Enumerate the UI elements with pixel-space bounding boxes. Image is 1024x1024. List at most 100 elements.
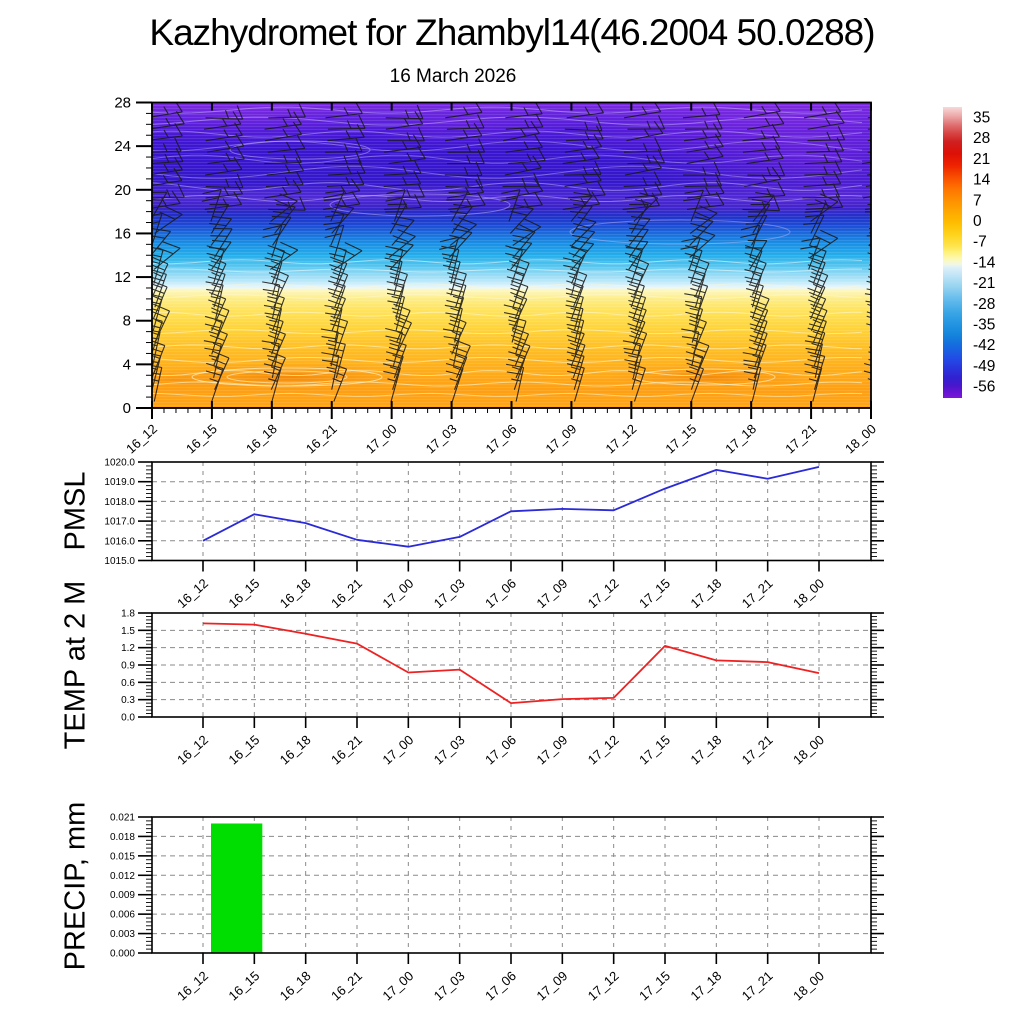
wind-barb-feather (749, 256, 767, 264)
wind-barb (749, 250, 763, 284)
wind-barb-feather (714, 143, 724, 157)
wind-barb-feather (284, 176, 290, 186)
wind-barb (572, 274, 588, 308)
wind-barb (389, 203, 408, 234)
wind-barb-feather (689, 315, 707, 323)
wind-barb-feather (804, 363, 822, 369)
wind-barb (392, 356, 404, 390)
wind-barb-feather (321, 359, 338, 363)
wind-barb-feather (628, 299, 644, 305)
wind-barb-feather (385, 197, 403, 202)
wind-barb-feather (269, 330, 279, 336)
wind-barb-feather (163, 129, 169, 139)
x-tick-label: 17_15 (636, 968, 673, 1003)
wind-barb-feather (533, 172, 541, 187)
y-tick-label: 0.006 (110, 910, 135, 921)
x-tick-label: 17_09 (533, 968, 570, 1003)
wind-barb (512, 226, 542, 246)
x-tick-label: 18_00 (790, 968, 827, 1003)
wind-barb (875, 297, 882, 331)
wind-barb-feather (632, 342, 642, 348)
y-tick-label: 0.3 (121, 695, 135, 706)
wind-barb (448, 232, 473, 258)
wind-barb (451, 206, 473, 234)
wind-barb (214, 310, 230, 343)
page-title: Kazhydromet for Zhambyl14(46.2004 50.028… (149, 12, 875, 53)
wind-barb-feather (626, 288, 643, 294)
date-subtitle: 16 March 2026 (389, 66, 517, 87)
wind-barb-feather (463, 106, 469, 115)
wind-barb-feather (820, 229, 838, 239)
wind-barb-feather (715, 115, 723, 130)
wind-barb (804, 161, 842, 165)
wind-barb-feather (210, 260, 220, 265)
wind-barb-feather (625, 268, 643, 275)
wind-barb-feather (164, 205, 183, 215)
wind-barb (572, 205, 593, 234)
wind-barb (335, 344, 346, 379)
wind-barb-feather (477, 191, 486, 206)
wind-barb (624, 150, 662, 153)
wind-barb (572, 231, 596, 258)
wind-barb-feather (810, 295, 820, 301)
wind-barb (570, 286, 584, 320)
wind-barb-feather (714, 133, 724, 147)
wind-barb-feather (692, 330, 702, 336)
wind-barb-feather (263, 224, 282, 231)
wind-barb-feather (691, 264, 707, 271)
wind-barb-feather (331, 307, 341, 313)
wind-barb-feather (176, 111, 185, 125)
wind-barb-feather (809, 291, 826, 300)
wind-barb (631, 321, 646, 355)
wind-barb-feather (392, 235, 409, 243)
wind-barb-feather (445, 362, 464, 369)
wind-barb (152, 150, 182, 153)
x-tick-label: 17_09 (533, 732, 570, 767)
wind-barb (205, 117, 243, 120)
wind-barb-feather (684, 300, 701, 305)
wind-barb-feather (864, 293, 871, 296)
wind-barb-feather (346, 165, 352, 175)
wind-barb-feather (449, 234, 467, 240)
wind-barb (868, 242, 871, 246)
wind-barb-feather (744, 252, 760, 258)
wind-barb-feather (694, 216, 714, 222)
wind-barb-feather (630, 295, 641, 300)
wind-barb-feather (508, 358, 524, 364)
wind-barb-feather (414, 111, 424, 125)
wind-barb-feather (329, 264, 345, 271)
wind-barb-feather (475, 179, 485, 193)
wind-barb-feather (392, 354, 402, 359)
wind-barb (214, 228, 233, 258)
wind-barb-feather (569, 268, 587, 276)
wind-barb (570, 195, 593, 222)
y-tick-label: 0.000 (110, 949, 135, 960)
wind-barb-feather (163, 106, 169, 115)
wind-barb-feather (389, 339, 407, 346)
wind-barb (333, 250, 363, 270)
wind-barb-feather (222, 163, 229, 172)
wind-barb (807, 139, 845, 142)
wind-barb-feather (629, 334, 645, 341)
x-tick-label: 17_06 (482, 732, 519, 767)
wind-barb-feather (447, 272, 457, 276)
wind-barb-feather (771, 123, 780, 138)
wind-barb-feather (152, 331, 159, 335)
wind-barb-feather (748, 346, 764, 353)
wind-barb-feather (867, 252, 871, 255)
wind-barb (514, 286, 529, 320)
wind-barb-feather (593, 134, 603, 148)
wind-barb-feather (417, 145, 426, 159)
wind-barb-feather (443, 336, 460, 340)
wind-barb-feather (692, 256, 710, 264)
wind-barb-feather (391, 222, 409, 228)
wind-barb-feather (402, 165, 408, 175)
wind-barb-feather (236, 146, 245, 160)
wind-barb-feather (340, 198, 347, 207)
wind-barb-feather (330, 315, 348, 323)
colorbar-label: -56 (973, 379, 995, 396)
wind-barb-feather (452, 283, 463, 288)
wind-barb-feather (891, 145, 899, 157)
